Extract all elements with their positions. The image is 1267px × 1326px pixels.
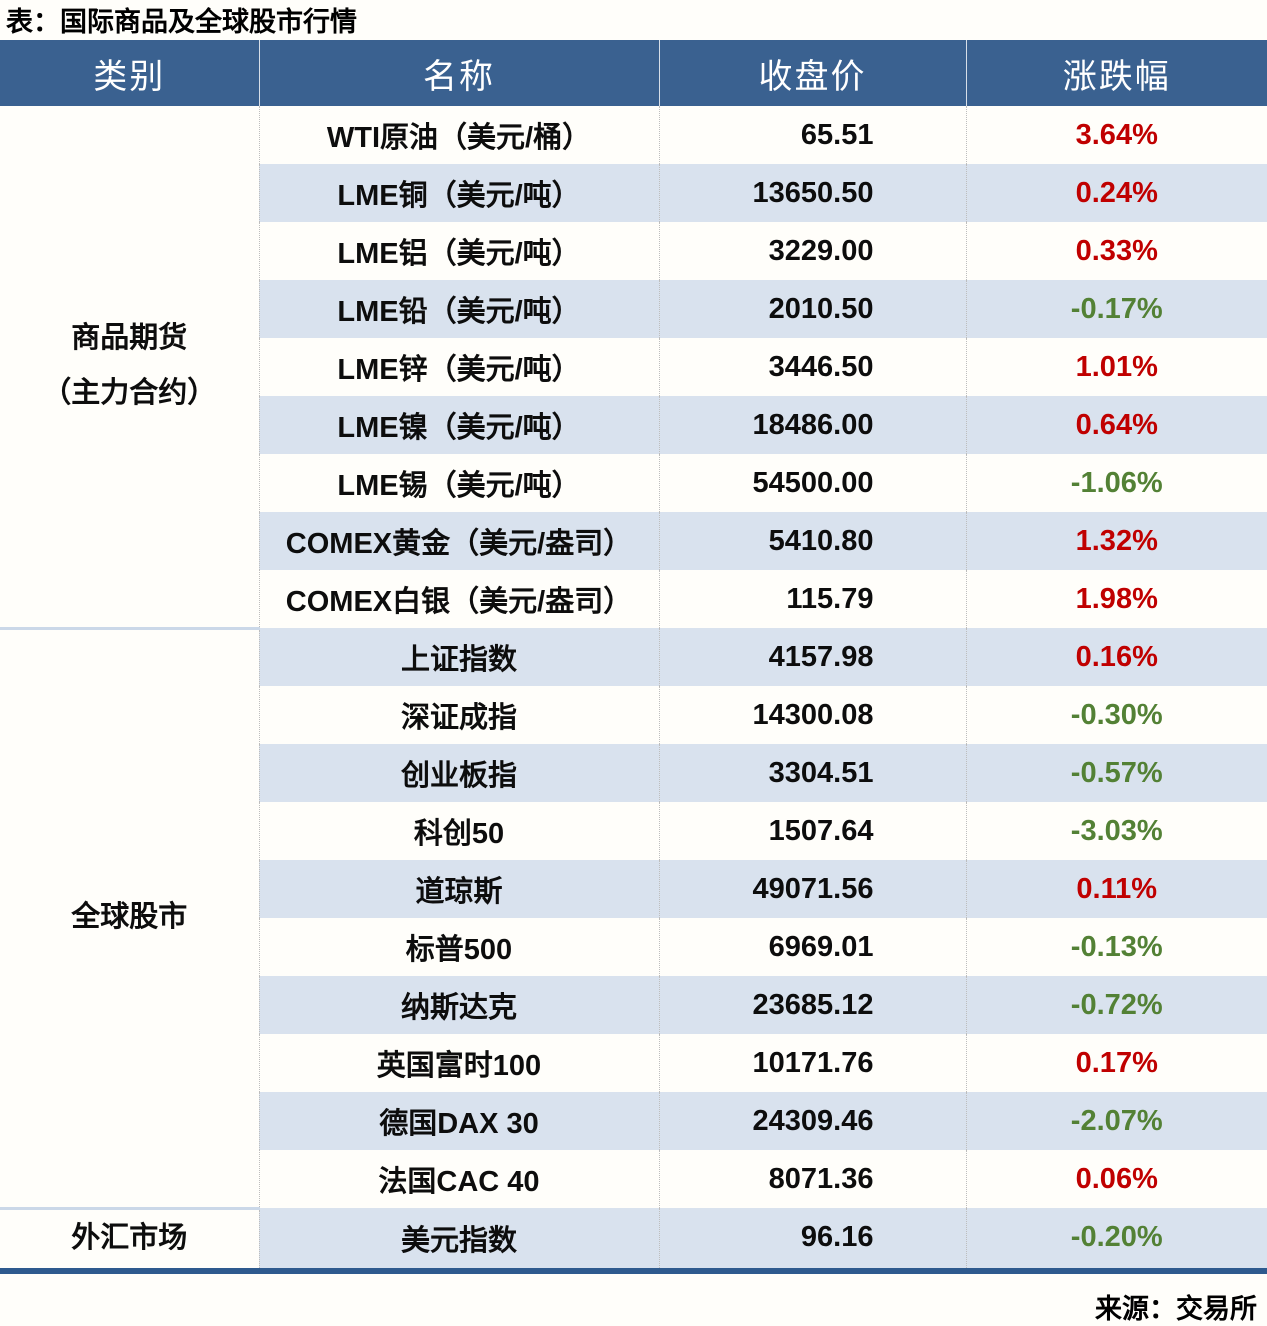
table-row: LME铜（美元/吨） 13650.50 0.24% xyxy=(0,164,1267,222)
instrument-name-cell: 科创50 xyxy=(258,802,659,860)
close-price-cell: 14300.08 xyxy=(658,686,966,744)
instrument-name-cell: 上证指数 xyxy=(258,628,659,686)
table-row: 科创50 1507.64 -3.03% xyxy=(0,802,1267,860)
close-price-cell: 3229.00 xyxy=(658,222,966,280)
instrument-name-cell: COMEX白银（美元/盎司） xyxy=(258,570,659,628)
close-price-cell: 18486.00 xyxy=(658,396,966,454)
close-price-cell: 96.16 xyxy=(658,1208,966,1271)
close-price-cell: 4157.98 xyxy=(658,628,966,686)
instrument-name-cell: LME锌（美元/吨） xyxy=(258,338,659,396)
table-row: 商品期货 （主力合约） WTI原油（美元/桶） 65.51 3.64% xyxy=(0,106,1267,628)
source-note: 来源：交易所 xyxy=(1095,1293,1257,1324)
change-percent-cell: -0.17% xyxy=(965,280,1267,338)
category-cell: 外汇市场 xyxy=(0,1206,259,1271)
change-percent-cell: -0.30% xyxy=(965,686,1267,744)
change-percent-cell: 0.24% xyxy=(965,164,1267,222)
change-percent-cell: -0.57% xyxy=(965,744,1267,802)
instrument-name-cell: LME铝（美元/吨） xyxy=(258,222,659,280)
table-row: LME镍（美元/吨） 18486.00 0.64% xyxy=(0,396,1267,454)
close-price-cell: 5410.80 xyxy=(658,512,966,570)
category-label-line: （主力合约） xyxy=(42,377,217,410)
change-percent-cell: 0.17% xyxy=(965,1034,1267,1092)
close-price-cell: 49071.56 xyxy=(658,860,966,918)
change-percent-cell: -0.13% xyxy=(965,918,1267,976)
table-row: 英国富时100 10171.76 0.17% xyxy=(0,1034,1267,1092)
table-row: LME铝（美元/吨） 3229.00 0.33% xyxy=(0,222,1267,280)
instrument-name-cell: COMEX黄金（美元/盎司） xyxy=(258,512,659,570)
table-row: 标普500 6969.01 -0.13% xyxy=(0,918,1267,976)
category-cell: 商品期货 （主力合约） xyxy=(0,106,259,628)
change-percent-cell: 0.33% xyxy=(965,222,1267,280)
table-title: 表：国际商品及全球股市行情 xyxy=(6,7,357,37)
close-price-cell: 54500.00 xyxy=(658,454,966,512)
instrument-name-cell: LME镍（美元/吨） xyxy=(258,396,659,454)
category-label-line: 商品期货 xyxy=(71,322,188,355)
table-row: LME铅（美元/吨） 2010.50 -0.17% xyxy=(0,280,1267,338)
table-row: 纳斯达克 23685.12 -0.72% xyxy=(0,976,1267,1034)
table-row: LME锡（美元/吨） 54500.00 -1.06% xyxy=(0,454,1267,512)
change-percent-cell: 3.64% xyxy=(965,106,1267,164)
close-price-cell: 3304.51 xyxy=(658,744,966,802)
table-row: 深证成指 14300.08 -0.30% xyxy=(0,686,1267,744)
change-percent-cell: 0.06% xyxy=(965,1150,1267,1208)
header-close-price: 收盘价 xyxy=(659,40,967,106)
market-table: 类别 名称 收盘价 涨跌幅 商品期货 （主力合约） WTI原油（美元/桶） 65.51… xyxy=(0,40,1267,1274)
instrument-name-cell: WTI原油（美元/桶） xyxy=(258,106,659,164)
instrument-name-cell: 创业板指 xyxy=(258,744,659,802)
change-percent-cell: -0.72% xyxy=(965,976,1267,1034)
header-name: 名称 xyxy=(259,40,660,106)
close-price-cell: 23685.12 xyxy=(658,976,966,1034)
header-row: 类别 名称 收盘价 涨跌幅 xyxy=(0,40,1267,106)
change-percent-cell: 0.64% xyxy=(965,396,1267,454)
instrument-name-cell: 纳斯达克 xyxy=(258,976,659,1034)
table-row: COMEX白银（美元/盎司） 115.79 1.98% xyxy=(0,570,1267,628)
instrument-name-cell: 美元指数 xyxy=(258,1208,659,1271)
change-percent-cell: -3.03% xyxy=(965,802,1267,860)
table-header: 类别 名称 收盘价 涨跌幅 xyxy=(0,40,1267,106)
table-row: 德国DAX 30 24309.46 -2.07% xyxy=(0,1092,1267,1150)
table-row: 外汇市场 美元指数 96.16 -0.20% xyxy=(0,1206,1267,1271)
header-category: 类别 xyxy=(0,40,260,106)
instrument-name-cell: LME铅（美元/吨） xyxy=(258,280,659,338)
close-price-cell: 13650.50 xyxy=(658,164,966,222)
category-cell: 全球股市 xyxy=(0,626,259,1208)
change-percent-cell: 1.98% xyxy=(965,570,1267,628)
close-price-cell: 1507.64 xyxy=(658,802,966,860)
instrument-name-cell: 道琼斯 xyxy=(258,860,659,918)
close-price-cell: 24309.46 xyxy=(658,1092,966,1150)
table-body: 商品期货 （主力合约） WTI原油（美元/桶） 65.51 3.64% LME铜（美元/吨… xyxy=(0,106,1267,1271)
close-price-cell: 8071.36 xyxy=(658,1150,966,1208)
category-label-line: 外汇市场 xyxy=(71,1221,188,1254)
close-price-cell: 6969.01 xyxy=(658,918,966,976)
change-percent-cell: 0.11% xyxy=(965,860,1267,918)
instrument-name-cell: 法国CAC 40 xyxy=(258,1150,659,1208)
instrument-name-cell: LME铜（美元/吨） xyxy=(258,164,659,222)
change-percent-cell: -1.06% xyxy=(965,454,1267,512)
close-price-cell: 10171.76 xyxy=(658,1034,966,1092)
table-row: 法国CAC 40 8071.36 0.06% xyxy=(0,1150,1267,1208)
change-percent-cell: -2.07% xyxy=(965,1092,1267,1150)
close-price-cell: 3446.50 xyxy=(658,338,966,396)
table-row: 道琼斯 49071.56 0.11% xyxy=(0,860,1267,918)
instrument-name-cell: LME锡（美元/吨） xyxy=(258,454,659,512)
instrument-name-cell: 德国DAX 30 xyxy=(258,1092,659,1150)
change-percent-cell: 1.32% xyxy=(965,512,1267,570)
table-row: LME锌（美元/吨） 3446.50 1.01% xyxy=(0,338,1267,396)
table-row: COMEX黄金（美元/盎司） 5410.80 1.32% xyxy=(0,512,1267,570)
table-row: 创业板指 3304.51 -0.57% xyxy=(0,744,1267,802)
instrument-name-cell: 标普500 xyxy=(258,918,659,976)
header-change: 涨跌幅 xyxy=(966,40,1267,106)
change-percent-cell: 1.01% xyxy=(965,338,1267,396)
category-label-line: 全球股市 xyxy=(71,901,188,934)
close-price-cell: 115.79 xyxy=(658,570,966,628)
close-price-cell: 2010.50 xyxy=(658,280,966,338)
instrument-name-cell: 深证成指 xyxy=(258,686,659,744)
table-row: 全球股市 上证指数 4157.98 0.16% xyxy=(0,626,1267,1208)
instrument-name-cell: 英国富时100 xyxy=(258,1034,659,1092)
close-price-cell: 65.51 xyxy=(658,106,966,164)
change-percent-cell: 0.16% xyxy=(965,628,1267,686)
change-percent-cell: -0.20% xyxy=(965,1208,1267,1271)
